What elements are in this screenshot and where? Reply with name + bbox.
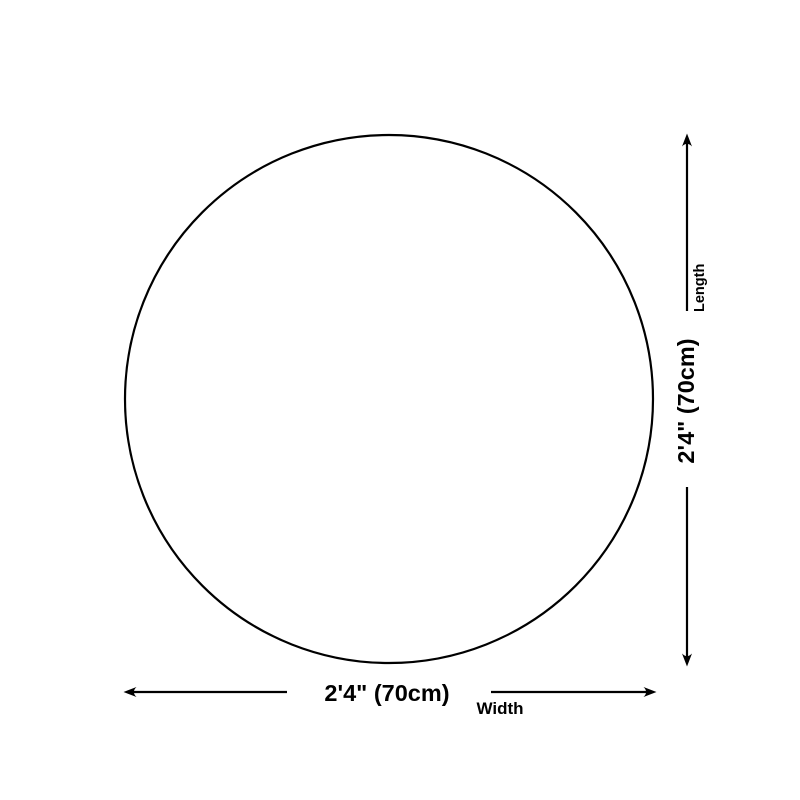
svg-text:2'4" (70cm): 2'4" (70cm) — [673, 338, 699, 463]
svg-text:Length: Length — [692, 264, 708, 312]
svg-text:Width: Width — [476, 699, 523, 718]
svg-text:2'4" (70cm): 2'4" (70cm) — [324, 680, 449, 706]
